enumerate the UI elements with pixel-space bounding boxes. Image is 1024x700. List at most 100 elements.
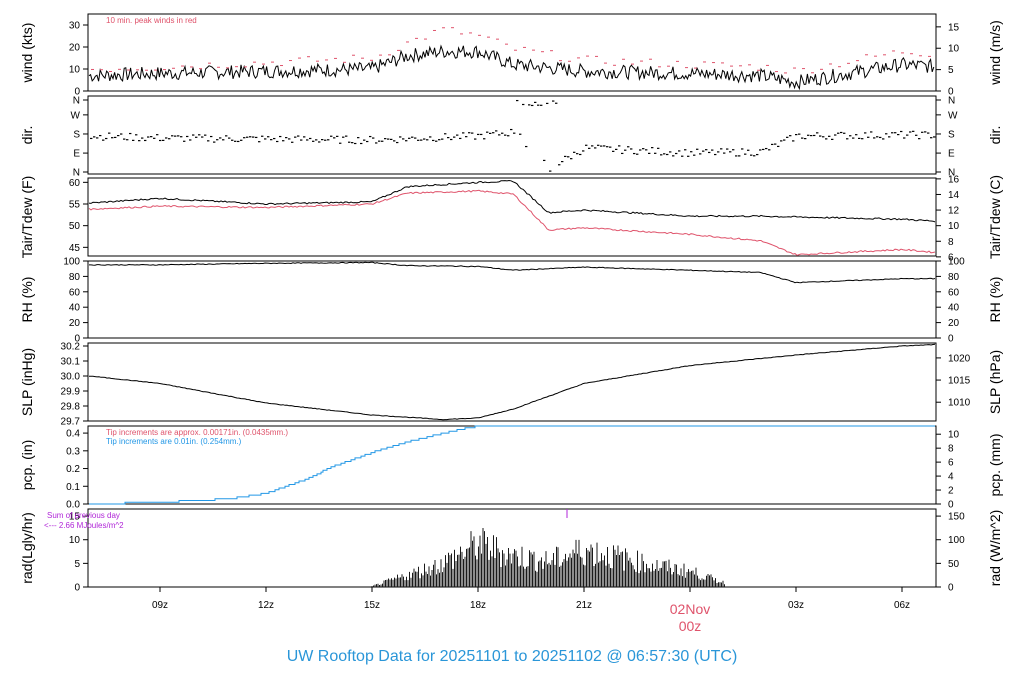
temp-right-tick-label-2: 10 (948, 221, 960, 232)
wind-left-tick-label-2: 20 (69, 43, 81, 54)
air-temp-line (88, 179, 936, 223)
pcp-left-tick-label-0: 0.0 (66, 500, 80, 511)
slp-right-tick-label-1: 1015 (948, 376, 971, 387)
rad-left-tick-label-3: 15 (69, 512, 81, 523)
slp-left-tick-label-0: 29.7 (61, 417, 81, 428)
rad-right-tick-label-2: 100 (948, 535, 965, 546)
rh-right-tick-label-4: 80 (948, 272, 960, 283)
temp-right-tick-label-1: 8 (948, 237, 954, 248)
rad-left-tick-label-0: 0 (74, 583, 80, 594)
temp-right-tick-label-0: 6 (948, 252, 954, 263)
date-marker-day: 02Nov (670, 601, 710, 617)
dewpoint-line (88, 189, 936, 256)
rh-left-tick-label-1: 20 (69, 318, 81, 329)
pcp-left-tick-label-4: 0.4 (66, 429, 80, 440)
dir-right-tick-label-4: N (948, 96, 955, 107)
dir-left-tick-label-0: N (73, 168, 80, 179)
x-tick-label-21z: 21z (576, 600, 592, 611)
rad-annotation-sum: Sum of previous day (47, 511, 120, 520)
x-tick-label-18z: 18z (470, 600, 486, 611)
wind-right-tick-label-0: 0 (948, 87, 954, 98)
rad-right-tick-label-0: 0 (948, 583, 954, 594)
slp-left-tick-label-2: 29.9 (61, 387, 81, 398)
slp-line (88, 343, 936, 421)
temp-ylabel-right: Tair/Tdew (C) (987, 175, 1003, 259)
x-tick-label-09z: 09z (152, 600, 168, 611)
rh-left-tick-label-3: 60 (69, 287, 81, 298)
temp-right-tick-label-4: 14 (948, 190, 960, 201)
temp-right-tick-label-3: 12 (948, 206, 960, 217)
rad-ylabel-left: rad(Lgly/hr) (19, 512, 35, 584)
slp-left-tick-label-5: 30.2 (61, 342, 81, 353)
dir-ylabel-right: dir. (987, 126, 1003, 145)
pcp-left-tick-label-2: 0.2 (66, 464, 80, 475)
temp-left-tick-label-2: 55 (69, 200, 81, 211)
rh-right-tick-label-3: 60 (948, 287, 960, 298)
pcp-left-tick-label-3: 0.3 (66, 446, 80, 457)
temp-right-tick-label-5: 16 (948, 174, 960, 185)
pcp-line (89, 425, 935, 505)
pcp-ylabel-right: pcp. (mm) (987, 434, 1003, 497)
panel-frame-1 (87, 13, 937, 92)
rad-right-tick-label-3: 150 (948, 512, 965, 523)
wind-speed-line (88, 44, 935, 91)
dir-right-tick-label-3: W (948, 110, 958, 121)
x-tick-label-12z: 12z (258, 600, 274, 611)
wind-right-tick-label-2: 10 (948, 44, 960, 55)
pcp-right-tick-label-1: 2 (948, 486, 954, 497)
temp-ylabel-left: Tair/Tdew (F) (19, 176, 35, 258)
wind-left-tick-label-3: 30 (69, 21, 81, 32)
wind-ylabel-right: wind (m/s) (987, 20, 1003, 86)
chart-title: UW Rooftop Data for 20251101 to 20251102… (286, 648, 738, 665)
pcp-annotation-red: Tip increments are approx. 0.00171in. (0… (106, 428, 288, 437)
rad-right-tick-label-1: 50 (948, 559, 960, 570)
rad-annotation-value: <--- 2.66 MJoules/m^2 (44, 521, 124, 530)
dir-right-tick-label-0: N (948, 168, 955, 179)
slp-ylabel-left: SLP (inHg) (19, 348, 35, 416)
dir-ylabel-left: dir. (19, 126, 35, 145)
panel-frame-4 (87, 260, 937, 339)
rh-right-tick-label-5: 100 (948, 257, 965, 268)
slp-right-tick-label-2: 1020 (948, 353, 971, 364)
dir-left-tick-label-4: N (73, 96, 80, 107)
temp-left-tick-label-0: 45 (69, 243, 81, 254)
slp-left-tick-label-1: 29.8 (61, 402, 81, 413)
rh-line (89, 261, 936, 284)
panel-frame-3 (87, 177, 937, 257)
rad-left-tick-label-2: 10 (69, 535, 81, 546)
rh-left-tick-label-4: 80 (69, 272, 81, 283)
slp-ylabel-right: SLP (hPa) (987, 350, 1003, 414)
pcp-right-tick-label-5: 10 (948, 430, 960, 441)
panel-frame-5 (87, 342, 937, 422)
wind-ylabel-left: wind (kts) (19, 23, 35, 84)
x-tick-label-03z: 03z (788, 600, 804, 611)
rad-ylabel-right: rad (W/m^2) (987, 510, 1003, 587)
rh-ylabel-left: RH (%) (19, 277, 35, 323)
temp-left-tick-label-1: 50 (69, 221, 81, 232)
date-marker-hour: 00z (679, 618, 702, 634)
rh-left-tick-label-0: 0 (74, 334, 80, 345)
pcp-left-tick-label-1: 0.1 (66, 482, 80, 493)
wind-left-tick-label-1: 10 (69, 65, 81, 76)
dir-left-tick-label-3: W (71, 110, 81, 121)
rh-right-tick-label-0: 0 (948, 334, 954, 345)
pcp-ylabel-left: pcp. (in) (19, 440, 35, 491)
pcp-right-tick-label-0: 0 (948, 500, 954, 511)
dir-left-tick-label-1: E (73, 149, 80, 160)
dir-left-tick-label-2: S (73, 129, 80, 140)
x-tick-label-06z: 06z (894, 600, 910, 611)
pcp-right-tick-label-2: 4 (948, 472, 954, 483)
wind-right-tick-label-3: 15 (948, 22, 960, 33)
pcp-right-tick-label-3: 6 (948, 458, 954, 469)
dir-right-tick-label-2: S (948, 129, 955, 140)
rh-left-tick-label-2: 40 (69, 303, 81, 314)
wind-left-tick-label-0: 0 (74, 87, 80, 98)
rh-left-tick-label-5: 100 (63, 257, 80, 268)
rh-right-tick-label-2: 40 (948, 303, 960, 314)
dir-right-tick-label-1: E (948, 149, 955, 160)
wind-annotation: 10 min. peak winds in red (106, 16, 197, 25)
pcp-right-tick-label-4: 8 (948, 444, 954, 455)
slp-left-tick-label-3: 30.0 (61, 372, 81, 383)
rh-right-tick-label-1: 20 (948, 318, 960, 329)
